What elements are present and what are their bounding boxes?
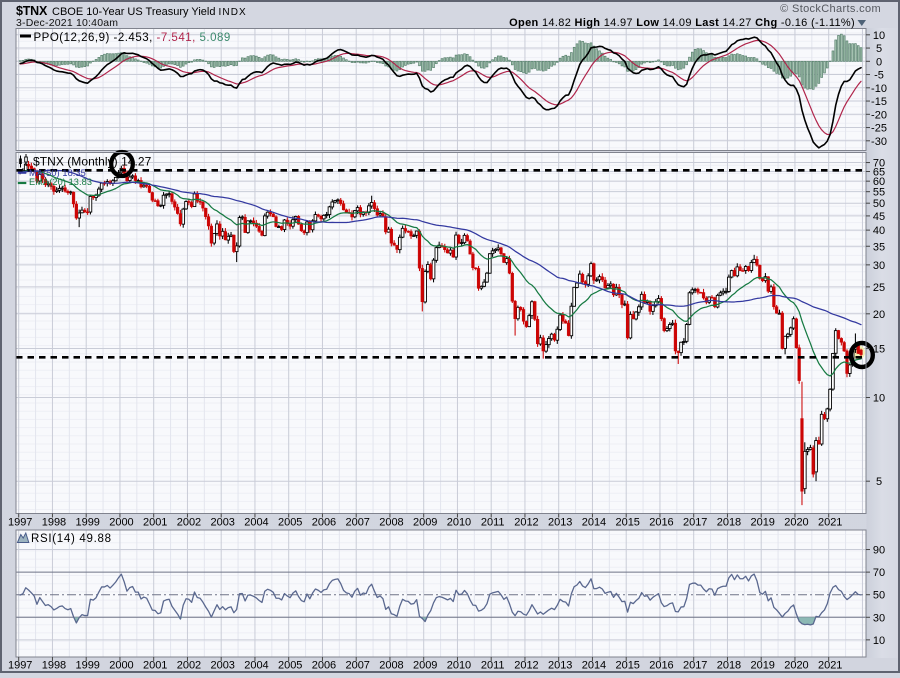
- svg-text:RSI(14) 49.88: RSI(14) 49.88: [31, 533, 112, 545]
- svg-text:1999: 1999: [75, 660, 99, 672]
- svg-text:2020: 2020: [784, 660, 808, 672]
- svg-text:2021: 2021: [818, 517, 842, 529]
- svg-text:PPO(12,26,9) -2.453, -7.541, 5: PPO(12,26,9) -2.453, -7.541, 5.089: [34, 32, 231, 44]
- svg-text:-15: -15: [871, 96, 887, 108]
- svg-text:2008: 2008: [379, 517, 403, 529]
- svg-text:2019: 2019: [750, 660, 774, 672]
- svg-text:2005: 2005: [278, 517, 302, 529]
- svg-text:10: 10: [873, 30, 885, 42]
- svg-text:2011: 2011: [481, 660, 505, 672]
- svg-text:-25: -25: [871, 123, 887, 135]
- svg-text:2013: 2013: [548, 517, 572, 529]
- svg-text:2016: 2016: [649, 660, 673, 672]
- svg-text:2020: 2020: [784, 517, 808, 529]
- svg-text:2018: 2018: [717, 517, 741, 529]
- svg-text:2006: 2006: [312, 517, 336, 529]
- svg-text:5: 5: [876, 476, 882, 488]
- svg-text:2002: 2002: [177, 517, 201, 529]
- svg-text:2015: 2015: [615, 517, 639, 529]
- svg-text:2004: 2004: [244, 660, 268, 672]
- svg-text:10: 10: [873, 393, 885, 405]
- svg-text:2004: 2004: [244, 517, 268, 529]
- svg-text:40: 40: [873, 225, 885, 237]
- svg-text:70: 70: [873, 567, 885, 579]
- svg-text:2000: 2000: [109, 517, 133, 529]
- svg-text:50: 50: [873, 198, 885, 210]
- svg-text:15: 15: [873, 344, 885, 356]
- svg-text:2005: 2005: [278, 660, 302, 672]
- svg-text:5: 5: [876, 43, 882, 55]
- svg-text:-20: -20: [871, 109, 887, 121]
- svg-text:1998: 1998: [42, 660, 66, 672]
- svg-text:2012: 2012: [514, 660, 538, 672]
- svg-text:30: 30: [873, 612, 885, 624]
- svg-text:$TNX: $TNX: [16, 4, 48, 18]
- svg-text:55: 55: [873, 187, 885, 199]
- svg-text:2016: 2016: [649, 517, 673, 529]
- svg-text:10: 10: [873, 635, 885, 647]
- svg-text:30: 30: [873, 260, 885, 272]
- svg-text:2017: 2017: [683, 660, 707, 672]
- svg-text:© StockCharts.com: © StockCharts.com: [780, 3, 881, 15]
- svg-text:35: 35: [873, 241, 885, 253]
- svg-text:2017: 2017: [683, 517, 707, 529]
- svg-text:2013: 2013: [548, 660, 572, 672]
- svg-text:2006: 2006: [312, 660, 336, 672]
- svg-text:2003: 2003: [210, 660, 234, 672]
- svg-text:45: 45: [873, 211, 885, 223]
- svg-text:0: 0: [876, 56, 882, 68]
- svg-text:Open 14.82 High 14.97 Low 14.0: Open 14.82 High 14.97 Low 14.09 Last 14.…: [509, 17, 855, 29]
- svg-text:2018: 2018: [717, 660, 741, 672]
- svg-text:2007: 2007: [345, 660, 369, 672]
- svg-text:2011: 2011: [481, 517, 505, 529]
- svg-text:1999: 1999: [75, 517, 99, 529]
- svg-text:-5: -5: [874, 70, 884, 82]
- svg-text:2002: 2002: [177, 660, 201, 672]
- svg-text:2021: 2021: [818, 660, 842, 672]
- svg-text:1997: 1997: [8, 517, 32, 529]
- svg-text:2001: 2001: [143, 660, 167, 672]
- svg-text:2010: 2010: [447, 660, 471, 672]
- svg-text:2014: 2014: [582, 660, 606, 672]
- svg-text:$TNX (Monthly) 14.27: $TNX (Monthly) 14.27: [33, 155, 152, 169]
- svg-text:2015: 2015: [615, 660, 639, 672]
- svg-text:25: 25: [873, 282, 885, 294]
- svg-text:2000: 2000: [109, 660, 133, 672]
- svg-text:2012: 2012: [514, 517, 538, 529]
- svg-text:1997: 1997: [8, 660, 32, 672]
- svg-text:2009: 2009: [413, 517, 437, 529]
- svg-text:-30: -30: [871, 136, 887, 148]
- svg-text:2007: 2007: [345, 517, 369, 529]
- svg-text:50: 50: [873, 590, 885, 602]
- svg-text:2001: 2001: [143, 517, 167, 529]
- svg-text:2009: 2009: [413, 660, 437, 672]
- svg-text:2010: 2010: [447, 517, 471, 529]
- svg-text:2003: 2003: [210, 517, 234, 529]
- svg-text:2014: 2014: [582, 517, 606, 529]
- svg-text:2019: 2019: [750, 517, 774, 529]
- svg-text:1998: 1998: [42, 517, 66, 529]
- svg-text:2008: 2008: [379, 660, 403, 672]
- svg-text:90: 90: [873, 545, 885, 557]
- svg-text:20: 20: [873, 309, 885, 321]
- svg-text:-10: -10: [871, 83, 887, 95]
- svg-text:3-Dec-2021 10:40am: 3-Dec-2021 10:40am: [16, 17, 118, 29]
- svg-text:EMA(20) 13.83: EMA(20) 13.83: [29, 177, 92, 187]
